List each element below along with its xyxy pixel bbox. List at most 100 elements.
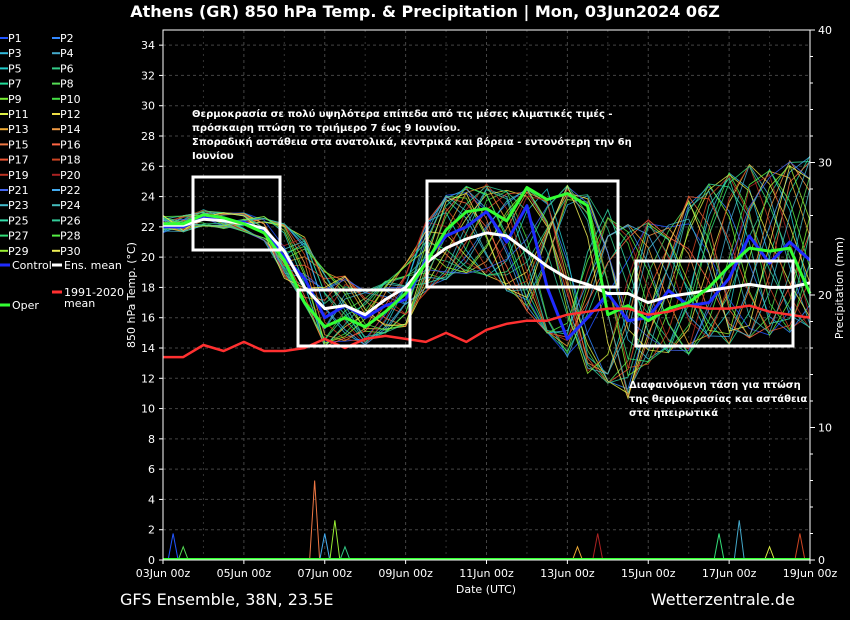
annotation-line-2: πρόσκαιρη πτώση το τριήμερο 7 έως 9 Ιουν… bbox=[192, 122, 460, 134]
y-tick-label: 0 bbox=[148, 554, 155, 567]
y2-tick-label: 20 bbox=[818, 289, 832, 302]
precip-spike bbox=[329, 520, 341, 561]
precip-bars bbox=[163, 480, 810, 561]
legend-label-p13: P13 bbox=[8, 123, 29, 136]
x-tick-label: 09Jun 00z bbox=[378, 567, 433, 580]
y-tick-label: 12 bbox=[141, 372, 155, 385]
annotation-line-6: της θερμοκρασίας και αστάθεια bbox=[629, 393, 807, 405]
precip-spike bbox=[339, 545, 351, 561]
y-tick-label: 28 bbox=[141, 130, 155, 143]
precip-spike bbox=[764, 545, 776, 561]
legend-label-oper: Oper bbox=[12, 299, 39, 312]
legend-label-p4: P4 bbox=[60, 47, 74, 60]
legend-label-p22: P22 bbox=[60, 184, 81, 197]
x-tick-label: 11Jun 00z bbox=[459, 567, 514, 580]
precip-spike bbox=[592, 533, 604, 561]
y2-tick-label: 40 bbox=[818, 24, 832, 37]
legend-label-p19: P19 bbox=[8, 169, 29, 182]
y-tick-label: 34 bbox=[141, 39, 155, 52]
legend: P1 P2 P3 P4 P5 P6 P7 P8 P9 P10 P11 P12 P13 P14 P15 P16 P… bbox=[0, 32, 124, 312]
x-tick-label: 03Jun 00z bbox=[136, 567, 191, 580]
legend-label-p18: P18 bbox=[60, 154, 81, 167]
y2-axis-label: Precipitation (mm) bbox=[833, 237, 846, 339]
legend-label-p5: P5 bbox=[8, 62, 22, 75]
member-line-p9 bbox=[162, 183, 811, 377]
legend-label-p2: P2 bbox=[60, 32, 74, 45]
footer-model: GFS Ensemble, 38N, 23.5E bbox=[120, 590, 333, 609]
legend-label-p29: P29 bbox=[8, 245, 29, 258]
x-tick-label: 17Jun 00z bbox=[702, 567, 757, 580]
y2-tick-label: 30 bbox=[818, 157, 832, 170]
x-axis-label: Date (UTC) bbox=[456, 583, 516, 596]
y-tick-label: 30 bbox=[141, 100, 155, 113]
legend-label-p9: P9 bbox=[8, 93, 22, 106]
y2-tick-label: 10 bbox=[818, 422, 832, 435]
legend-label-p27: P27 bbox=[8, 230, 29, 243]
precip-spike bbox=[309, 480, 321, 561]
legend-label-p15: P15 bbox=[8, 138, 29, 151]
plot-frame bbox=[162, 29, 811, 561]
series-1991-2020-mean bbox=[163, 304, 811, 359]
y-tick-label: 2 bbox=[148, 524, 155, 537]
legend-label-p17: P17 bbox=[8, 154, 29, 167]
y-tick-label: 20 bbox=[141, 251, 155, 264]
y-tick-label: 10 bbox=[141, 403, 155, 416]
highlight-box-1 bbox=[191, 175, 282, 252]
y-tick-label: 26 bbox=[141, 160, 155, 173]
legend-label-p23: P23 bbox=[8, 199, 29, 212]
y-tick-label: 4 bbox=[148, 493, 155, 506]
legend-label-p7: P7 bbox=[8, 78, 22, 91]
member-line-p26 bbox=[162, 183, 811, 384]
y-tick-label: 22 bbox=[141, 221, 155, 234]
member-line-p25 bbox=[162, 177, 811, 354]
legend-label-1991-2020-mean-2: mean bbox=[64, 297, 95, 310]
legend-label-p30: P30 bbox=[60, 245, 81, 258]
series-control bbox=[163, 204, 812, 341]
y-tick-label: 24 bbox=[141, 191, 155, 204]
precip-spike bbox=[794, 533, 806, 561]
legend-label-p14: P14 bbox=[60, 123, 81, 136]
legend-label-p3: P3 bbox=[8, 47, 22, 60]
precip-spike bbox=[713, 533, 725, 561]
y-tick-label: 18 bbox=[141, 281, 155, 294]
precip-spike bbox=[733, 520, 745, 561]
legend-label-p28: P28 bbox=[60, 230, 81, 243]
annotation-line-7: στα ηπειρωτικά bbox=[629, 407, 718, 419]
legend-label-p12: P12 bbox=[60, 108, 81, 121]
chart-title: Athens (GR) 850 hPa Temp. & Precipitatio… bbox=[130, 2, 720, 22]
annotation-line-1: Θερμοκρασία σε πολύ υψηλότερα επίπεδα απ… bbox=[192, 108, 613, 120]
y-tick-label: 16 bbox=[141, 312, 155, 325]
legend-label-p1: P1 bbox=[8, 32, 22, 45]
y-tick-label: 14 bbox=[141, 342, 155, 355]
series-oper bbox=[163, 186, 812, 329]
y2-tick-label: 0 bbox=[818, 554, 825, 567]
precip-spike bbox=[177, 545, 189, 561]
member-line-p7 bbox=[162, 155, 811, 352]
legend-label-p8: P8 bbox=[60, 78, 74, 91]
legend-label-control: Control bbox=[12, 259, 52, 272]
member-line-p29 bbox=[162, 164, 811, 375]
legend-label-p20: P20 bbox=[60, 169, 81, 182]
precip-spike bbox=[319, 533, 331, 561]
annotation-line-5: Διαφαινόμενη τάση για πτώση bbox=[629, 379, 801, 391]
highlight-box-2 bbox=[296, 288, 412, 348]
annotation-line-3: Σποραδική αστάθεια στα ανατολικά, κεντρι… bbox=[192, 136, 632, 148]
highlight-box-3 bbox=[425, 179, 620, 289]
legend-label-p24: P24 bbox=[60, 199, 81, 212]
legend-label-p6: P6 bbox=[60, 62, 74, 75]
footer-site: Wetterzentrale.de bbox=[651, 590, 795, 609]
member-line-p30 bbox=[162, 165, 811, 400]
legend-label-p11: P11 bbox=[8, 108, 29, 121]
annotation-line-4: Ιουνίου bbox=[192, 150, 234, 162]
axes: 0246810121416182022242628303234010203040… bbox=[136, 24, 838, 580]
legend-label-p10: P10 bbox=[60, 93, 81, 106]
y-tick-label: 6 bbox=[148, 463, 155, 476]
x-tick-label: 19Jun 00z bbox=[783, 567, 838, 580]
y-tick-label: 8 bbox=[148, 433, 155, 446]
y-tick-label: 32 bbox=[141, 69, 155, 82]
precip-spike bbox=[167, 533, 179, 561]
x-tick-label: 07Jun 00z bbox=[298, 567, 353, 580]
legend-label-p21: P21 bbox=[8, 184, 29, 197]
legend-label-ens-mean: Ens. mean bbox=[64, 259, 122, 272]
